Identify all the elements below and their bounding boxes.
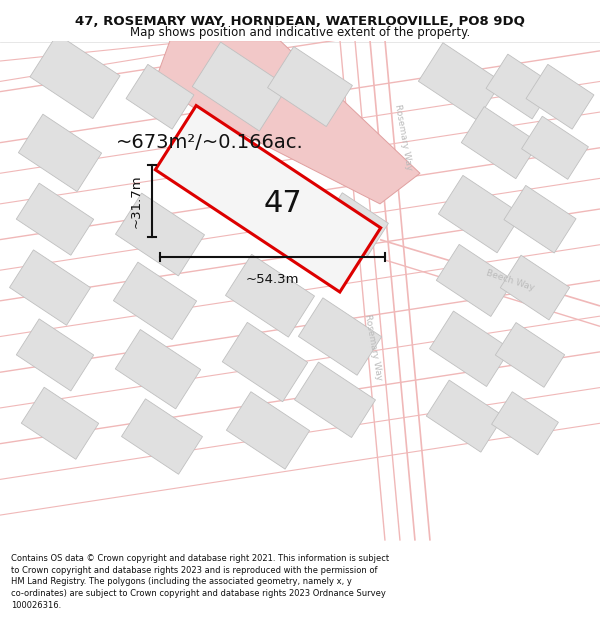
Text: Contains OS data © Crown copyright and database right 2021. This information is : Contains OS data © Crown copyright and d… bbox=[11, 554, 389, 562]
Text: to Crown copyright and database rights 2023 and is reproduced with the permissio: to Crown copyright and database rights 2… bbox=[11, 566, 377, 574]
Text: Rosemary Way: Rosemary Way bbox=[393, 104, 413, 171]
Polygon shape bbox=[295, 362, 376, 438]
Text: Rosemary Way: Rosemary Way bbox=[363, 313, 383, 381]
Polygon shape bbox=[10, 250, 91, 325]
Polygon shape bbox=[192, 42, 288, 131]
Text: 47: 47 bbox=[263, 189, 302, 218]
Text: ~673m²/~0.166ac.: ~673m²/~0.166ac. bbox=[116, 133, 304, 152]
Polygon shape bbox=[322, 192, 388, 256]
Polygon shape bbox=[268, 46, 352, 126]
Polygon shape bbox=[155, 41, 420, 204]
Polygon shape bbox=[22, 388, 98, 459]
Polygon shape bbox=[115, 193, 205, 276]
Polygon shape bbox=[439, 176, 521, 253]
Text: 47, ROSEMARY WAY, HORNDEAN, WATERLOOVILLE, PO8 9DQ: 47, ROSEMARY WAY, HORNDEAN, WATERLOOVILL… bbox=[75, 15, 525, 28]
Text: Beech Way: Beech Way bbox=[485, 268, 535, 292]
Polygon shape bbox=[521, 116, 589, 179]
Polygon shape bbox=[113, 262, 197, 339]
Polygon shape bbox=[115, 329, 201, 409]
Polygon shape bbox=[504, 186, 576, 253]
Polygon shape bbox=[16, 319, 94, 391]
Polygon shape bbox=[30, 34, 120, 119]
Polygon shape bbox=[461, 107, 539, 179]
Polygon shape bbox=[496, 322, 565, 388]
Polygon shape bbox=[226, 392, 310, 469]
Text: HM Land Registry. The polygons (including the associated geometry, namely x, y: HM Land Registry. The polygons (includin… bbox=[11, 578, 352, 586]
Text: Map shows position and indicative extent of the property.: Map shows position and indicative extent… bbox=[130, 26, 470, 39]
Text: ~54.3m: ~54.3m bbox=[246, 273, 299, 286]
Polygon shape bbox=[486, 54, 554, 119]
Polygon shape bbox=[155, 106, 380, 292]
Polygon shape bbox=[222, 322, 308, 402]
Polygon shape bbox=[526, 64, 594, 129]
Polygon shape bbox=[436, 244, 514, 316]
Polygon shape bbox=[430, 311, 511, 386]
Polygon shape bbox=[19, 114, 101, 192]
Polygon shape bbox=[491, 392, 559, 455]
Polygon shape bbox=[226, 254, 314, 337]
Polygon shape bbox=[122, 399, 202, 474]
Polygon shape bbox=[298, 298, 382, 375]
Polygon shape bbox=[16, 183, 94, 255]
Text: 100026316.: 100026316. bbox=[11, 601, 61, 610]
Polygon shape bbox=[427, 380, 503, 452]
Text: ~31.7m: ~31.7m bbox=[130, 174, 143, 228]
Polygon shape bbox=[418, 42, 502, 120]
Text: co-ordinates) are subject to Crown copyright and database rights 2023 Ordnance S: co-ordinates) are subject to Crown copyr… bbox=[11, 589, 386, 598]
Polygon shape bbox=[126, 64, 194, 129]
Polygon shape bbox=[500, 255, 569, 320]
